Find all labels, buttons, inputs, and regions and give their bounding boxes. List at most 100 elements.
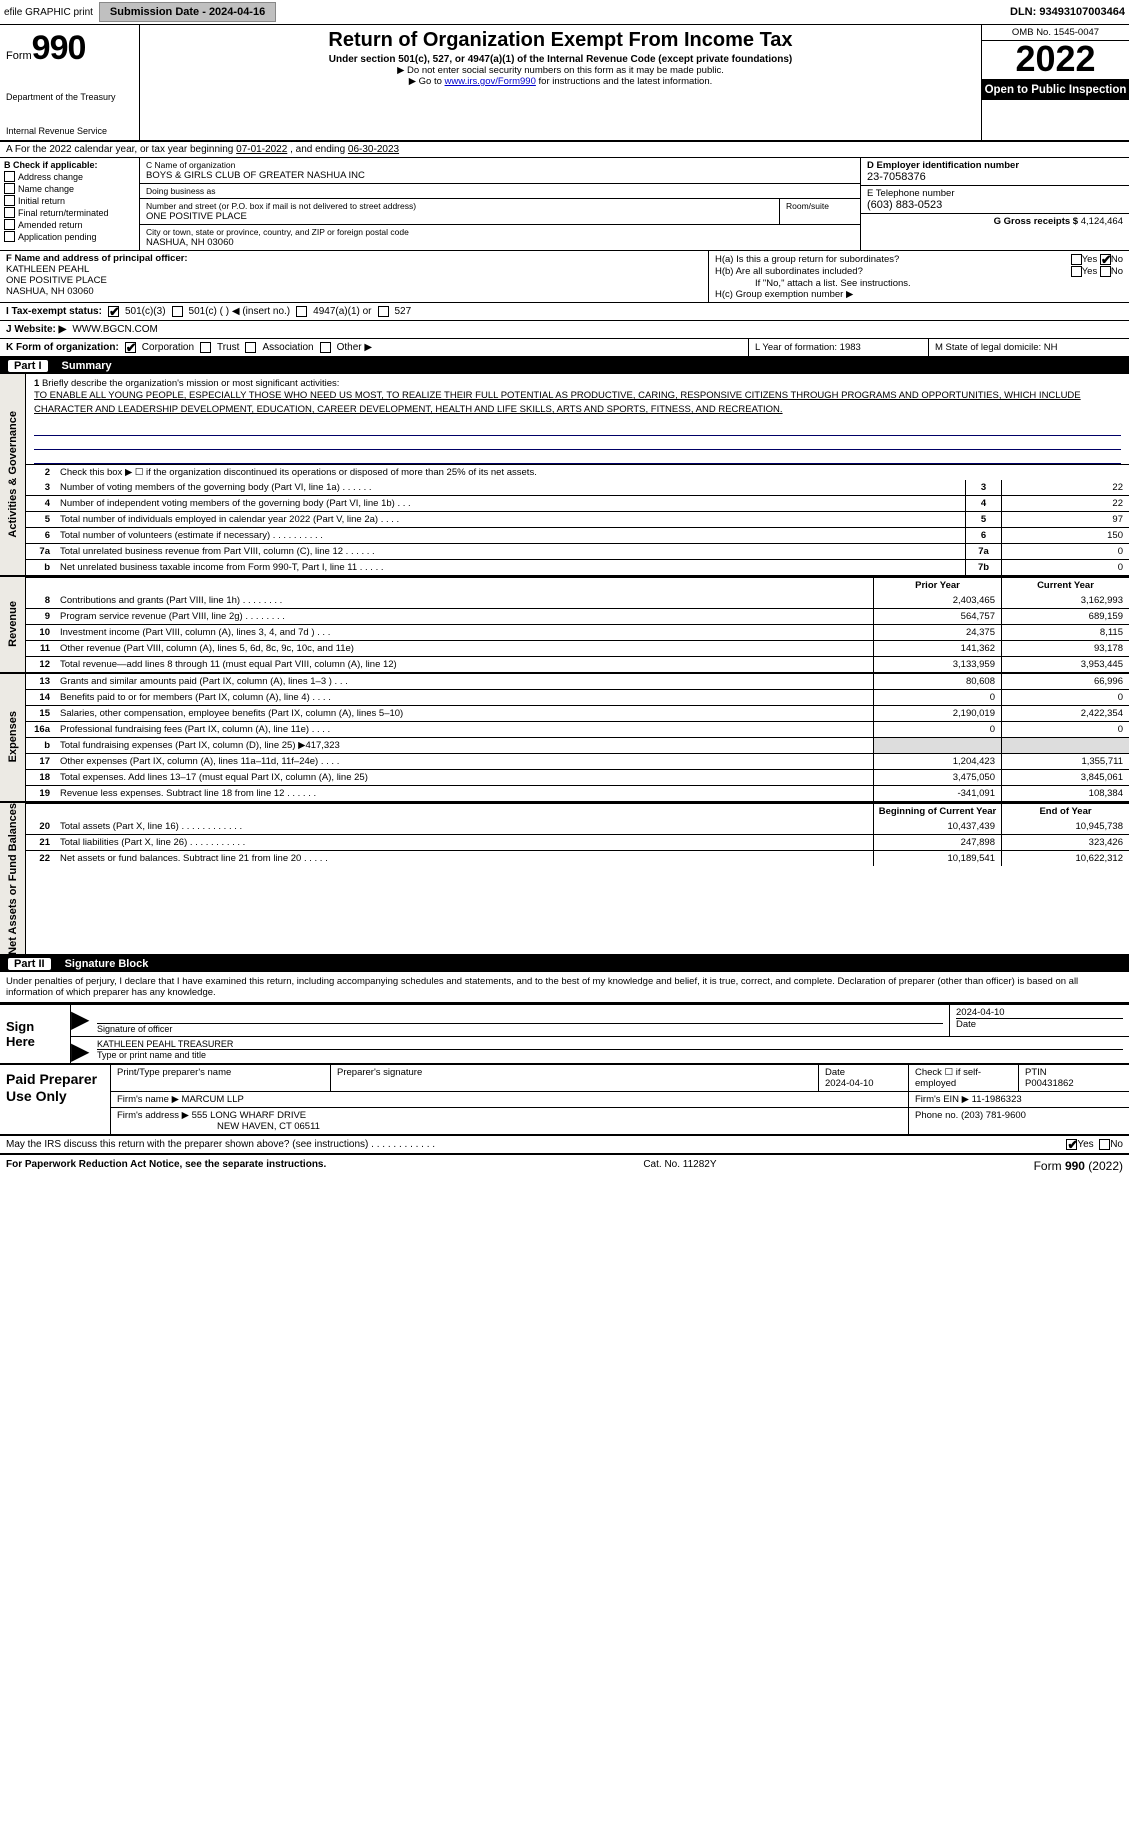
line-desc: Total fundraising expenses (Part IX, col… [56,738,873,753]
part2-header: Part II Signature Block [0,956,1129,972]
sign-date: 2024-04-10 [956,1007,1123,1018]
chk-amended-return[interactable] [4,219,15,230]
line-value: 0 [1001,560,1129,575]
prior-year-value: 141,362 [873,641,1001,656]
current-year-value: 8,115 [1001,625,1129,640]
line-desc: Professional fundraising fees (Part IX, … [56,722,873,737]
ptin-value: P00431862 [1025,1078,1123,1089]
prior-year-value: 10,437,439 [873,819,1001,834]
chk-501c3[interactable] [108,306,119,317]
tax-year: 2022 [982,41,1129,80]
chk-501c[interactable] [172,306,183,317]
current-year-value: 3,953,445 [1001,657,1129,672]
col-c-org-info: C Name of organization BOYS & GIRLS CLUB… [140,158,861,250]
org-street: ONE POSITIVE PLACE [146,211,773,222]
line-desc: Total revenue—add lines 8 through 11 (mu… [56,657,873,672]
line-desc: Total number of individuals employed in … [56,512,965,527]
submission-button[interactable]: Submission Date - 2024-04-16 [99,2,276,22]
firm-name: MARCUM LLP [182,1094,244,1105]
irs-link[interactable]: www.irs.gov/Form990 [445,76,536,87]
current-year-value [1001,738,1129,753]
chk-ha-no[interactable] [1100,254,1111,265]
current-year-value: 108,384 [1001,786,1129,801]
line-desc: Contributions and grants (Part VIII, lin… [56,593,873,608]
line-desc: Revenue less expenses. Subtract line 18 … [56,786,873,801]
paid-preparer-block: Paid Preparer Use Only Print/Type prepar… [0,1065,1129,1136]
col-b-checkboxes: B Check if applicable: Address change Na… [0,158,140,250]
org-city: NASHUA, NH 03060 [146,237,854,248]
chk-ha-yes[interactable] [1071,254,1082,265]
block-b-main: B Check if applicable: Address change Na… [0,158,1129,251]
line-desc: Net unrelated business taxable income fr… [56,560,965,575]
section-revenue: Revenue Prior YearCurrent Year 8Contribu… [0,577,1129,674]
prior-year-value: 0 [873,722,1001,737]
prior-year-value: 2,403,465 [873,593,1001,608]
chk-trust[interactable] [200,342,211,353]
officer-name: KATHLEEN PEAHL [6,264,702,275]
line-value: 22 [1001,480,1129,495]
prior-year-value: 80,608 [873,674,1001,689]
form-number: 990 [32,29,86,67]
dln-label: DLN: 93493107003464 [1010,6,1125,18]
prior-year-value: 564,757 [873,609,1001,624]
current-year-value: 689,159 [1001,609,1129,624]
line-desc: Total expenses. Add lines 13–17 (must eq… [56,770,873,785]
discuss-row: May the IRS discuss this return with the… [0,1136,1129,1155]
line-desc: Program service revenue (Part VIII, line… [56,609,873,624]
form-subtitle-3: ▶ Go to www.irs.gov/Form990 for instruct… [146,76,975,87]
chk-final-return[interactable] [4,207,15,218]
chk-assoc[interactable] [245,342,256,353]
phone-value: (603) 883-0523 [867,199,1123,211]
line-desc: Total unrelated business revenue from Pa… [56,544,965,559]
chk-hb-yes[interactable] [1071,266,1082,277]
chk-hb-no[interactable] [1100,266,1111,277]
line-value: 0 [1001,544,1129,559]
mission-text: TO ENABLE ALL YOUNG PEOPLE, ESPECIALLY T… [34,390,1081,415]
row-i-tax-status: I Tax-exempt status: 501(c)(3) 501(c) ( … [0,303,1129,321]
chk-address-change[interactable] [4,171,15,182]
signature-block: Sign Here ▶ Signature of officer 2024-04… [0,1003,1129,1065]
col-h-group: H(a) Is this a group return for subordin… [709,251,1129,302]
line-desc: Number of voting members of the governin… [56,480,965,495]
line-desc: Other expenses (Part IX, column (A), lin… [56,754,873,769]
prior-year-value: 1,204,423 [873,754,1001,769]
preparer-date: 2024-04-10 [825,1078,902,1089]
line-desc: Net assets or fund balances. Subtract li… [56,851,873,866]
row-m-state: M State of legal domicile: NH [929,339,1129,356]
prior-year-value: -341,091 [873,786,1001,801]
chk-name-change[interactable] [4,183,15,194]
line-value: 22 [1001,496,1129,511]
section-net-assets: Net Assets or Fund Balances Beginning of… [0,803,1129,957]
block-fh: F Name and address of principal officer:… [0,251,1129,303]
current-year-value: 10,622,312 [1001,851,1129,866]
arrow-icon: ▶ [71,1037,91,1062]
col-de-right: D Employer identification number 23-7058… [861,158,1129,250]
current-year-value: 3,845,061 [1001,770,1129,785]
website-value: WWW.BGCN.COM [72,324,158,335]
current-year-value: 0 [1001,722,1129,737]
chk-527[interactable] [378,306,389,317]
line-desc: Number of independent voting members of … [56,496,965,511]
chk-application-pending[interactable] [4,231,15,242]
chk-other[interactable] [320,342,331,353]
chk-4947[interactable] [296,306,307,317]
ein-value: 23-7058376 [867,171,1123,183]
form-header: Form990 Department of the Treasury Inter… [0,25,1129,142]
open-public-badge: Open to Public Inspection [982,80,1129,100]
prior-year-value: 247,898 [873,835,1001,850]
chk-discuss-yes[interactable] [1066,1139,1077,1150]
col-f-officer: F Name and address of principal officer:… [0,251,709,302]
topbar: efile GRAPHIC print Submission Date - 20… [0,0,1129,25]
line-desc: Grants and similar amounts paid (Part IX… [56,674,873,689]
current-year-value: 93,178 [1001,641,1129,656]
page-footer: For Paperwork Reduction Act Notice, see … [0,1155,1129,1177]
line-desc: Other revenue (Part VIII, column (A), li… [56,641,873,656]
dept-label: Department of the Treasury [6,92,133,102]
signer-name: KATHLEEN PEAHL TREASURER [97,1039,1123,1049]
form-subtitle-2: ▶ Do not enter social security numbers o… [146,65,975,76]
chk-initial-return[interactable] [4,195,15,206]
chk-discuss-no[interactable] [1099,1139,1110,1150]
irs-label: Internal Revenue Service [6,126,133,136]
chk-corp[interactable] [125,342,136,353]
prior-year-value: 3,133,959 [873,657,1001,672]
